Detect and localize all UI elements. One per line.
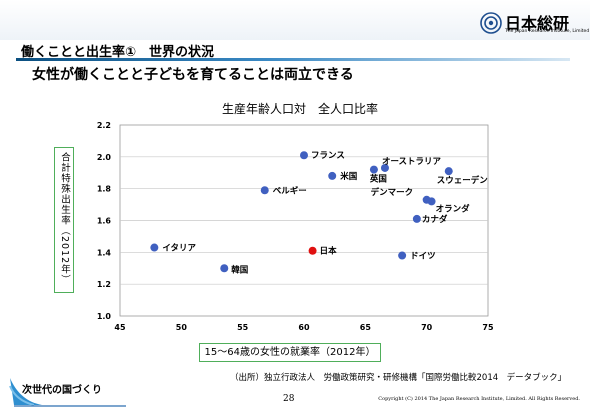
y-tick-label: 1.2: [97, 280, 111, 289]
point-label: フランス: [311, 151, 345, 161]
y-tick-label: 1.4: [97, 248, 112, 257]
x-tick-label: 75: [482, 323, 494, 332]
footer-wave-icon: [9, 378, 126, 407]
data-point: [412, 214, 421, 223]
data-point: [444, 167, 453, 176]
y-tick-label: 1.0: [97, 312, 112, 321]
logo-mark-icon: [480, 12, 502, 34]
data-point: [427, 197, 436, 206]
x-axis-label: 15～64歳の女性の就業率（2012年）: [199, 343, 381, 362]
footer-text: 次世代の国づくり: [22, 385, 102, 396]
point-label: ベルギー: [273, 185, 307, 196]
y-tick-label: 1.6: [97, 217, 112, 226]
company-logo: 日本総研 The Japan Research Institute, Limit…: [480, 10, 589, 38]
point-label: 米国: [340, 171, 357, 182]
x-tick-label: 45: [114, 323, 126, 332]
data-point: [380, 163, 389, 172]
point-label: オランダ: [436, 203, 471, 214]
point-label: オーストラリア: [382, 157, 442, 167]
logo-name: 日本総研: [505, 14, 570, 33]
section-title: 働くことと出生率① 世界の状況: [21, 45, 215, 60]
point-label: 日本: [320, 246, 338, 257]
point-label: 英国: [369, 174, 387, 185]
y-tick-label: 2.0: [97, 153, 112, 162]
y-tick-label: 1.8: [97, 185, 112, 194]
point-label: イタリア: [162, 243, 196, 254]
x-tick-label: 70: [421, 323, 433, 332]
y-axis-label-box: 合計特殊出生率（2012年）: [54, 147, 74, 293]
data-points: [150, 151, 453, 273]
data-point: [260, 186, 269, 195]
data-point: [308, 246, 317, 255]
data-point: [328, 171, 337, 180]
x-tick-label: 60: [298, 323, 310, 332]
x-tick-label: 55: [237, 323, 249, 332]
data-point: [220, 264, 229, 273]
point-label: スウェーデン: [437, 175, 489, 186]
data-point: [398, 251, 407, 260]
data-point: [369, 165, 378, 174]
data-point: [150, 243, 159, 252]
x-tick-label: 65: [360, 323, 372, 332]
page-number: 28: [283, 394, 295, 404]
y-tick-labels: 1.0 1.2 1.4 1.6 1.8 2.0 2.2: [97, 121, 112, 321]
data-point: [300, 151, 308, 160]
slide-heading: 女性が働くことと子どもを育てることは両立できる: [32, 67, 354, 83]
y-axis-label: 合計特殊出生率（2012年）: [59, 152, 70, 286]
x-tick-label: 50: [176, 323, 188, 332]
y-tick-label: 2.2: [97, 121, 111, 130]
title-rule: [16, 58, 570, 61]
point-label: ドイツ: [410, 252, 436, 262]
logo-subtitle: The Japan Research Institute, Limited: [505, 29, 590, 34]
point-label: カナダ: [422, 214, 448, 225]
copyright: Copyright (C) 2014 The Japan Research In…: [378, 396, 580, 402]
source-note: （出所）独立行政法人 労働政策研究・研修機構「国際労働比較2014 データブック…: [230, 373, 567, 383]
x-tick-labels: 45 50 55 60 65 70 75: [114, 323, 494, 332]
chart-title: 生産年齢人口対 全人口比率: [221, 102, 378, 116]
point-label: デンマーク: [371, 187, 414, 198]
point-label: 韓国: [231, 264, 248, 275]
